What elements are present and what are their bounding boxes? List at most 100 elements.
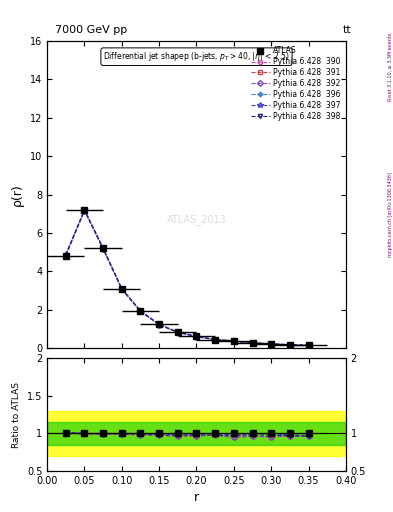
Pythia 6.428  396 <box>119 286 124 292</box>
Pythia 6.428  396 <box>269 341 274 347</box>
Bar <box>47 422 346 445</box>
Pythia 6.428  391 <box>231 338 236 344</box>
Pythia 6.428  396 <box>194 333 199 339</box>
Pythia 6.428  397 <box>250 340 255 346</box>
Pythia 6.428  392 <box>157 322 162 328</box>
Pythia 6.428  398 <box>213 337 218 343</box>
Line: Pythia 6.428  397: Pythia 6.428 397 <box>64 208 310 348</box>
Text: mcplots.cern.ch [arXiv:1306.3436]: mcplots.cern.ch [arXiv:1306.3436] <box>388 173 393 258</box>
Pythia 6.428  396 <box>213 336 218 343</box>
Pythia 6.428  391 <box>213 337 218 343</box>
Pythia 6.428  396 <box>157 322 162 328</box>
Pythia 6.428  390 <box>138 308 143 314</box>
Pythia 6.428  391 <box>82 208 87 214</box>
Pythia 6.428  392 <box>213 337 218 343</box>
Pythia 6.428  392 <box>119 286 124 292</box>
Text: tt: tt <box>343 25 352 35</box>
Pythia 6.428  392 <box>101 246 105 252</box>
Pythia 6.428  392 <box>63 252 68 259</box>
Pythia 6.428  392 <box>269 341 274 347</box>
Pythia 6.428  396 <box>306 343 311 349</box>
Line: Pythia 6.428  392: Pythia 6.428 392 <box>64 208 310 348</box>
Pythia 6.428  392 <box>250 340 255 346</box>
Pythia 6.428  396 <box>138 308 143 314</box>
Pythia 6.428  390 <box>288 342 292 348</box>
Text: Differential jet shapep (b-jets, $p_T$$>$40, $|\eta|$ < 2.5): Differential jet shapep (b-jets, $p_T$$>… <box>103 50 290 63</box>
Text: ATLAS_2013: ATLAS_2013 <box>167 214 226 225</box>
Pythia 6.428  396 <box>175 329 180 335</box>
Pythia 6.428  398 <box>138 308 143 314</box>
Pythia 6.428  390 <box>213 337 218 343</box>
Pythia 6.428  390 <box>63 252 68 258</box>
Pythia 6.428  397 <box>119 286 124 292</box>
Text: 7000 GeV pp: 7000 GeV pp <box>55 25 127 35</box>
Line: Pythia 6.428  396: Pythia 6.428 396 <box>64 208 310 348</box>
Pythia 6.428  398 <box>288 342 292 348</box>
Pythia 6.428  391 <box>119 286 124 292</box>
Pythia 6.428  396 <box>250 340 255 346</box>
Line: Pythia 6.428  390: Pythia 6.428 390 <box>64 208 310 348</box>
Pythia 6.428  391 <box>250 340 255 346</box>
Pythia 6.428  392 <box>194 334 199 340</box>
Y-axis label: ρ(r): ρ(r) <box>11 183 24 206</box>
Legend: ATLAS, Pythia 6.428  390, Pythia 6.428  391, Pythia 6.428  392, Pythia 6.428  39: ATLAS, Pythia 6.428 390, Pythia 6.428 39… <box>249 45 342 122</box>
Y-axis label: Ratio to ATLAS: Ratio to ATLAS <box>12 382 21 447</box>
Pythia 6.428  391 <box>288 342 292 348</box>
Pythia 6.428  397 <box>175 329 180 335</box>
Pythia 6.428  398 <box>306 343 311 349</box>
Pythia 6.428  397 <box>101 245 105 251</box>
Pythia 6.428  390 <box>82 207 87 214</box>
Pythia 6.428  391 <box>63 252 68 259</box>
Pythia 6.428  398 <box>269 341 274 347</box>
Text: Rivet 3.1.10, ≥ 3.3M events: Rivet 3.1.10, ≥ 3.3M events <box>388 32 393 101</box>
Pythia 6.428  396 <box>63 251 68 258</box>
Pythia 6.428  398 <box>194 333 199 339</box>
Pythia 6.428  390 <box>119 286 124 292</box>
Pythia 6.428  397 <box>306 343 311 349</box>
Pythia 6.428  390 <box>269 341 274 347</box>
Pythia 6.428  390 <box>306 343 311 349</box>
Pythia 6.428  390 <box>157 322 162 328</box>
Pythia 6.428  392 <box>175 329 180 335</box>
Pythia 6.428  397 <box>157 322 162 328</box>
Pythia 6.428  398 <box>157 322 162 328</box>
Pythia 6.428  397 <box>213 336 218 343</box>
Pythia 6.428  397 <box>82 207 87 213</box>
Line: Pythia 6.428  391: Pythia 6.428 391 <box>64 209 310 348</box>
Pythia 6.428  398 <box>101 245 105 251</box>
Pythia 6.428  398 <box>175 329 180 335</box>
Pythia 6.428  398 <box>63 252 68 258</box>
Pythia 6.428  396 <box>82 207 87 213</box>
Pythia 6.428  397 <box>138 308 143 314</box>
Line: Pythia 6.428  398: Pythia 6.428 398 <box>64 208 310 348</box>
Pythia 6.428  397 <box>194 333 199 339</box>
Pythia 6.428  390 <box>101 246 105 252</box>
Pythia 6.428  392 <box>306 343 311 349</box>
Pythia 6.428  392 <box>231 338 236 344</box>
Pythia 6.428  398 <box>82 207 87 213</box>
Pythia 6.428  396 <box>101 245 105 251</box>
Pythia 6.428  391 <box>157 322 162 328</box>
Pythia 6.428  398 <box>119 286 124 292</box>
Pythia 6.428  391 <box>101 246 105 252</box>
Pythia 6.428  390 <box>250 340 255 346</box>
Pythia 6.428  390 <box>175 329 180 335</box>
Pythia 6.428  391 <box>306 343 311 349</box>
X-axis label: r: r <box>194 492 199 504</box>
Pythia 6.428  392 <box>288 342 292 348</box>
Pythia 6.428  398 <box>250 340 255 346</box>
Pythia 6.428  397 <box>269 341 274 347</box>
Pythia 6.428  392 <box>82 208 87 214</box>
Pythia 6.428  397 <box>288 342 292 348</box>
Pythia 6.428  390 <box>231 338 236 344</box>
Pythia 6.428  391 <box>269 341 274 347</box>
Pythia 6.428  391 <box>194 334 199 340</box>
Pythia 6.428  390 <box>194 333 199 339</box>
Pythia 6.428  396 <box>231 338 236 344</box>
Pythia 6.428  396 <box>288 342 292 348</box>
Pythia 6.428  391 <box>175 329 180 335</box>
Pythia 6.428  392 <box>138 308 143 314</box>
Pythia 6.428  391 <box>138 308 143 314</box>
Pythia 6.428  397 <box>231 338 236 344</box>
Pythia 6.428  397 <box>63 251 68 258</box>
